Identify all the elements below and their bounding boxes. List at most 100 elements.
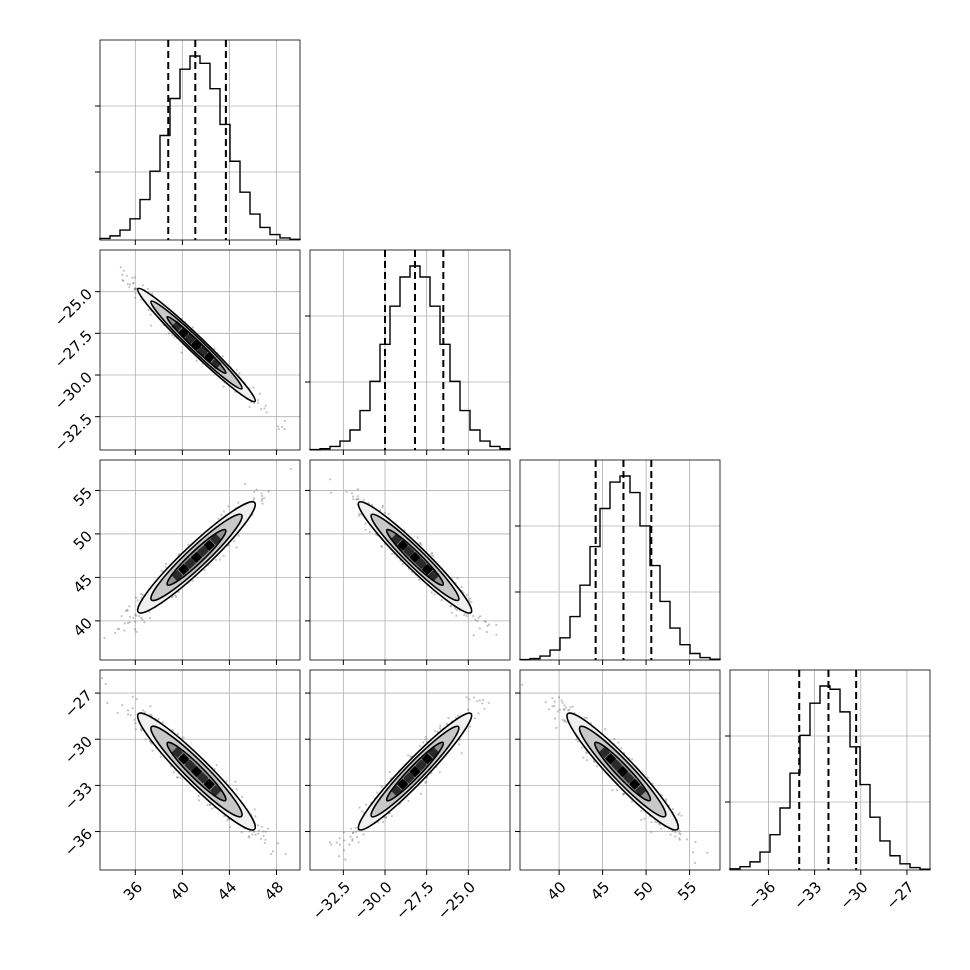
scatter-panel (305, 459, 511, 665)
scatter-point (352, 831, 355, 834)
scatter-point (449, 605, 452, 608)
scatter-point (351, 495, 355, 498)
scatter-point (604, 727, 607, 731)
scatter-point (350, 492, 353, 495)
scatter-point (553, 717, 557, 720)
scatter-point (650, 831, 653, 834)
scatter-point (330, 843, 333, 846)
scatter-point (143, 621, 146, 624)
scatter-point (149, 617, 152, 620)
scatter-point (197, 799, 201, 802)
scatter-point (247, 835, 250, 838)
density-block (622, 772, 635, 784)
scatter-point (565, 706, 568, 709)
scatter-point (576, 740, 580, 743)
scatter-point (450, 605, 453, 608)
scatter-point (131, 707, 134, 710)
scatter-point (261, 502, 264, 505)
y-tick-label: −33 (61, 779, 96, 814)
scatter-point (585, 759, 588, 762)
scatter-point (248, 830, 251, 833)
scatter-point (468, 698, 471, 701)
scatter-point (401, 563, 404, 566)
scatter-point (354, 830, 357, 834)
scatter-point (126, 608, 129, 612)
scatter-point (338, 843, 341, 846)
scatter-point (487, 701, 490, 704)
scatter-point (123, 629, 126, 632)
scatter-point (218, 558, 221, 561)
scatter-point (257, 829, 261, 832)
scatter-point (468, 600, 471, 603)
scatter-point (483, 619, 486, 623)
histogram-panel (95, 39, 301, 245)
scatter-point (358, 512, 361, 516)
density-block (604, 753, 617, 765)
scatter-point (150, 714, 153, 717)
scatter-point (585, 716, 588, 720)
x-tick-label: 40 (167, 878, 193, 904)
scatter-point (237, 534, 240, 537)
scatter-point (678, 837, 681, 840)
scatter-point (646, 776, 649, 779)
y-tick-label: 40 (70, 614, 96, 640)
scatter-point (558, 708, 562, 711)
scatter-point (418, 542, 421, 545)
scatter-point (463, 614, 466, 617)
scatter-point (357, 841, 360, 844)
scatter-point (439, 724, 442, 727)
scatter-point (263, 407, 266, 410)
scatter-point (126, 622, 130, 625)
scatter-point (419, 541, 422, 545)
histogram-line (99, 55, 301, 240)
scatter-point (466, 708, 470, 711)
scatter-point (680, 814, 683, 817)
scatter-point (677, 813, 680, 817)
scatter-point (141, 284, 145, 287)
scatter-point (125, 274, 128, 277)
scatter-point (669, 833, 672, 836)
scatter-point (563, 704, 566, 707)
density-block (171, 746, 183, 759)
x-tick-label: 45 (587, 878, 613, 904)
panel-frame (519, 669, 721, 871)
scatter-point (430, 553, 433, 556)
scatter-point (447, 717, 450, 720)
scatter-point (119, 266, 122, 269)
scatter-point (252, 386, 255, 389)
density-block (184, 557, 196, 570)
contour-line (385, 528, 445, 587)
density-block (178, 753, 190, 765)
x-tick-label: 44 (214, 878, 240, 904)
scatter-point (460, 586, 463, 589)
scatter-point (140, 298, 143, 301)
scatter-point (134, 292, 137, 295)
scatter-point (329, 478, 332, 481)
scatter-point (257, 832, 260, 835)
density-block (403, 545, 415, 557)
scatter-point (255, 488, 258, 491)
scatter-point (147, 308, 150, 311)
y-tick-label: −30 (61, 733, 96, 768)
contour-line (150, 725, 243, 818)
scatter-point (355, 498, 358, 501)
scatter-point (686, 838, 689, 841)
scatter-point (77, 229, 79, 231)
scatter-point (665, 798, 668, 801)
scatter-point (671, 830, 674, 833)
scatter-point (454, 607, 457, 610)
scatter-point (277, 425, 280, 428)
scatter-point (133, 628, 137, 631)
histogram-line (729, 685, 931, 870)
scatter-point (284, 853, 287, 856)
scatter-point (438, 727, 442, 730)
density-block (421, 563, 434, 576)
scatter-point (140, 616, 143, 620)
scatter-point (478, 627, 481, 630)
scatter-point (567, 709, 570, 712)
x-tick-label: −33 (790, 878, 825, 913)
scatter-point (171, 729, 174, 732)
y-tick-label: −36 (61, 825, 96, 860)
scatter-point (345, 490, 348, 493)
density-block (409, 551, 421, 564)
